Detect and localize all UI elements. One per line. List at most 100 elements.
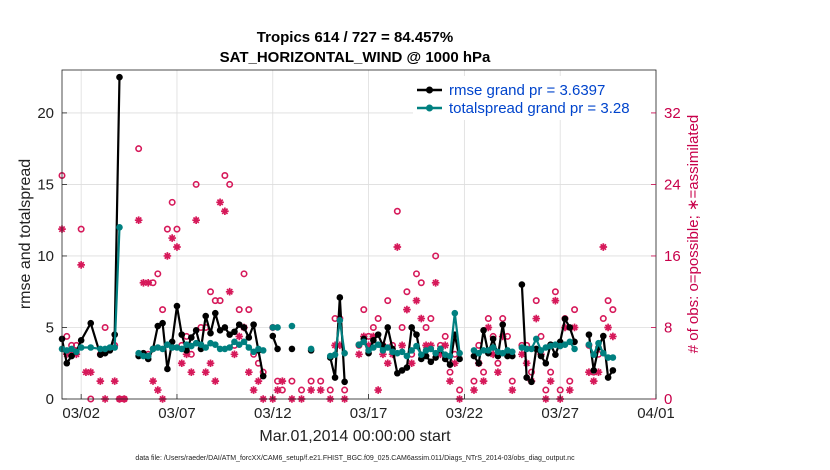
legend-marker-spread xyxy=(426,104,433,112)
obs-assimilated-point xyxy=(498,332,507,341)
spread-point xyxy=(168,344,176,351)
rmse-point xyxy=(394,369,401,377)
spread-point xyxy=(600,349,607,357)
spread-point xyxy=(68,345,75,353)
obs-possible-point xyxy=(135,145,143,153)
spread-point xyxy=(398,348,406,356)
obs-assimilated-point xyxy=(412,296,421,305)
rmse-point xyxy=(63,359,71,367)
spread-point xyxy=(231,338,238,346)
rmse-point xyxy=(398,367,406,374)
obs-assimilated-point xyxy=(407,359,416,368)
obs-possible-point xyxy=(226,180,234,188)
rmse-point xyxy=(207,329,214,337)
obs-assimilated-point xyxy=(383,359,392,368)
x-tick-label: 04/01 xyxy=(637,405,675,422)
spread-point xyxy=(475,349,483,357)
spread-point xyxy=(140,352,147,360)
rmse-point xyxy=(403,364,411,371)
obs-assimilated-point xyxy=(173,243,181,251)
spread-point xyxy=(370,344,377,351)
rmse-point xyxy=(68,352,75,360)
rmse-point xyxy=(216,327,224,334)
rmse-point xyxy=(159,319,166,327)
obs-possible-point xyxy=(207,288,215,296)
spread-point xyxy=(116,224,123,231)
spread-point xyxy=(135,349,142,357)
obs-possible-point xyxy=(374,315,382,323)
spread-point xyxy=(360,338,368,346)
obs-assimilated-point xyxy=(331,341,339,350)
obs-assimilated-point xyxy=(211,377,220,385)
obs-assimilated-point xyxy=(192,216,200,224)
spread-point xyxy=(245,344,253,351)
obs-assimilated-point xyxy=(254,377,263,385)
spread-point xyxy=(590,351,598,358)
spread-point xyxy=(341,349,348,357)
obs-assimilated-point xyxy=(585,368,593,376)
obs-possible-point xyxy=(412,270,420,278)
spread-point xyxy=(595,339,602,347)
obs-possible-point xyxy=(556,386,564,394)
obs-possible-point xyxy=(422,323,430,331)
chart-subtitle: SAT_HORIZONTAL_WIND @ 1000 hPa xyxy=(220,49,491,66)
rmse-point xyxy=(331,374,339,381)
rmse-point xyxy=(202,312,210,320)
obs-assimilated-point xyxy=(427,341,435,350)
spread-point xyxy=(485,347,492,354)
legend-label-rmse: rmse grand pr = 3.6397 xyxy=(449,82,605,99)
x-tick-label: 03/27 xyxy=(541,405,579,422)
obs-assimilated-point xyxy=(96,377,105,385)
spread-point xyxy=(408,347,415,354)
obs-assimilated-point xyxy=(398,341,406,350)
spread-point xyxy=(87,344,95,351)
spread-point xyxy=(274,324,281,331)
rmse-point xyxy=(600,332,607,340)
obs-possible-point xyxy=(609,306,617,314)
rmse-point xyxy=(528,378,535,386)
obs-assimilated-point xyxy=(154,386,162,394)
rmse-point xyxy=(226,331,233,338)
spread-point xyxy=(73,348,80,356)
obs-assimilated-point xyxy=(134,216,143,224)
obs-assimilated-point xyxy=(177,359,186,368)
rmse-point xyxy=(523,374,530,381)
obs-possible-point xyxy=(240,270,248,278)
y-tick-label: 0 xyxy=(46,391,54,408)
rmse-point xyxy=(154,322,162,330)
rmse-point xyxy=(518,281,526,288)
spread-point xyxy=(523,345,530,353)
obs-assimilated-point xyxy=(355,350,363,359)
spread-point xyxy=(288,322,296,330)
spread-point xyxy=(211,341,219,348)
spread-point xyxy=(226,344,233,351)
obs-possible-point xyxy=(566,377,574,385)
plot-frame xyxy=(61,69,657,400)
obs-possible-point xyxy=(417,279,425,287)
obs-assimilated-point xyxy=(565,386,574,394)
obs-assimilated-point xyxy=(149,377,157,385)
spread-point xyxy=(197,341,205,348)
spread-point xyxy=(432,349,439,357)
obs-assimilated-point xyxy=(561,323,569,332)
obs-assimilated-point xyxy=(235,332,244,341)
rmse-point xyxy=(250,321,257,328)
obs-possible-point xyxy=(427,315,435,323)
obs-assimilated-point xyxy=(278,377,287,385)
obs-assimilated-point xyxy=(316,386,325,394)
legend-box xyxy=(413,76,651,120)
obs-assimilated-point xyxy=(451,359,459,368)
rmse-point xyxy=(221,324,229,331)
obs-possible-point xyxy=(288,377,296,385)
obs-possible-point xyxy=(154,270,162,278)
footer-data-file: data file: /Users/raeder/DAI/ATM_forcXX/… xyxy=(135,455,575,462)
obs-possible-point xyxy=(571,306,579,314)
spread-point xyxy=(355,341,363,348)
obs-possible-point xyxy=(499,315,507,323)
obs-assimilated-point xyxy=(446,377,454,385)
obs-possible-point xyxy=(159,306,167,314)
rmse-point xyxy=(446,361,454,368)
rmse-point xyxy=(542,359,550,367)
rmse-point xyxy=(480,327,487,334)
obs-possible-point xyxy=(168,198,176,206)
